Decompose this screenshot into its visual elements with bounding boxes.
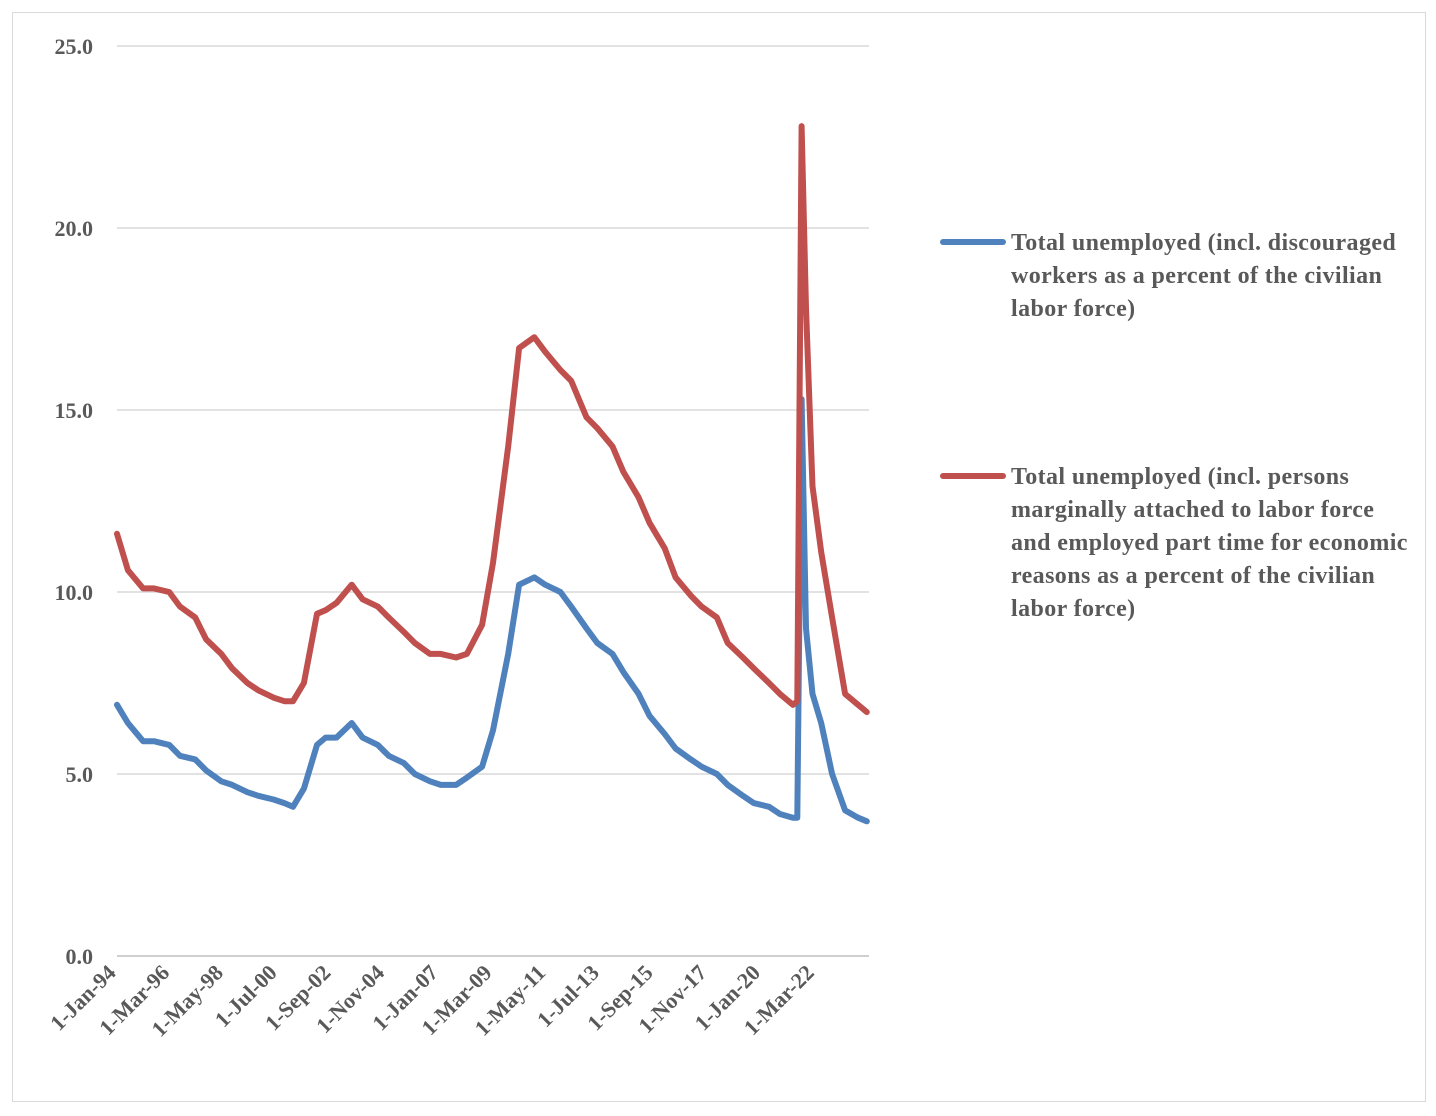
line-chart: 0.0 5.0 10.0 15.0 20.0 25.0 1-Jan-941-Mar-961… [45, 34, 1408, 1042]
series-line-discouraged-workers [114, 396, 870, 825]
y-axis-ticks: 0.0 5.0 10.0 15.0 20.0 25.0 [55, 34, 94, 969]
y-tick-label: 20.0 [55, 216, 94, 241]
chart-frame: 0.0 5.0 10.0 15.0 20.0 25.0 1-Jan-94 1-Mar-96 1… [12, 12, 1426, 1102]
gridlines [117, 45, 869, 957]
legend: Total unemployed (incl. discouraged worke… [940, 230, 1408, 622]
y-tick-label: 15.0 [55, 398, 94, 423]
legend-label: Total unemployed (incl. persons marginall… [1011, 464, 1408, 622]
y-tick-label: 0.0 [66, 944, 94, 969]
legend-label: Total unemployed (incl. discouraged worke… [1011, 230, 1396, 322]
y-tick-label: 10.0 [55, 580, 94, 605]
series-lines [114, 123, 870, 825]
x-axis-ticks: 1-Jan-941-Mar-961-May-981-Jul-001-Sep-02… [45, 960, 819, 1042]
series-line-marginally-attached [114, 123, 870, 716]
y-tick-label: 5.0 [66, 762, 94, 787]
y-tick-label: 25.0 [55, 34, 94, 59]
